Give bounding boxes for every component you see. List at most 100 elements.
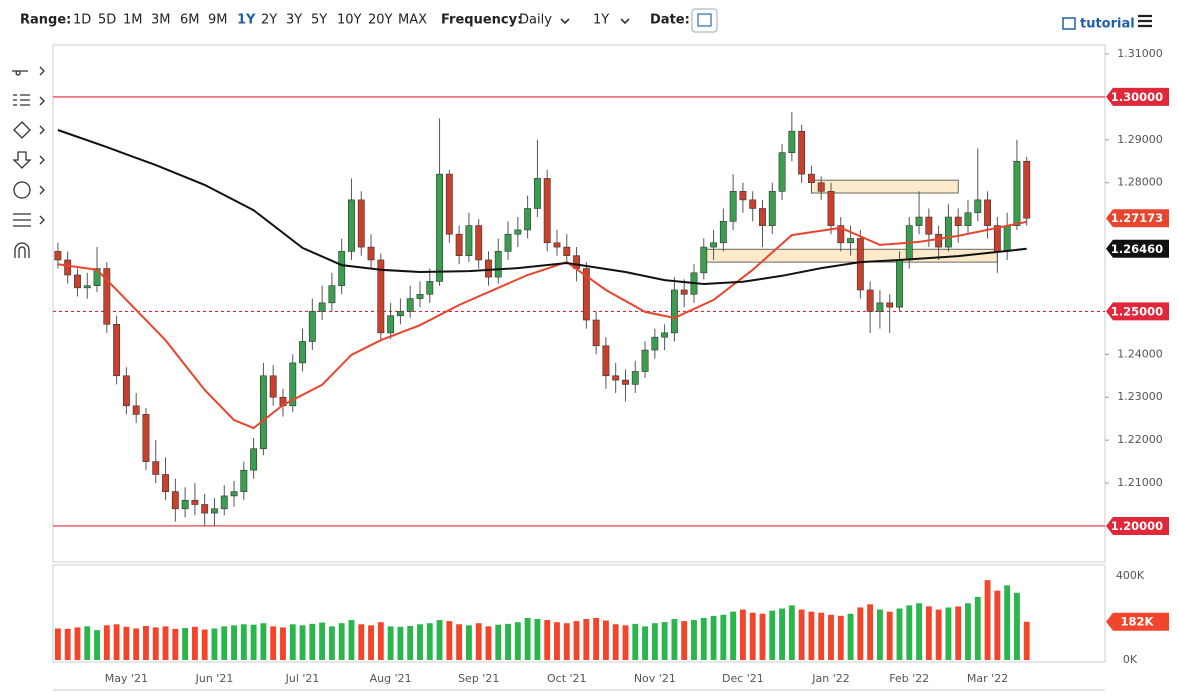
range-button[interactable]: 20Y — [368, 13, 393, 28]
tool-arrow[interactable] — [12, 151, 45, 169]
candle-body — [494, 251, 502, 278]
range-button[interactable]: 3M — [151, 13, 171, 28]
volume-bar — [1004, 585, 1011, 660]
volume-bar — [691, 620, 697, 660]
volume-bar — [64, 628, 71, 660]
volume-bar — [514, 622, 521, 660]
level-tag-bg — [1106, 87, 1169, 106]
volume-bar — [231, 625, 237, 660]
candle-body — [132, 405, 140, 415]
range-button[interactable]: 5Y — [311, 13, 327, 28]
candle-body — [338, 251, 346, 286]
range-button[interactable]: 1D — [73, 13, 91, 28]
candle-body — [152, 461, 160, 475]
x-tick-label: Jan '22 — [811, 672, 849, 685]
tool-number[interactable] — [13, 181, 31, 199]
range-button[interactable]: 6M — [180, 13, 200, 28]
candle-body — [1003, 225, 1011, 252]
period-select[interactable]: 1Y — [593, 13, 609, 28]
candle-body — [524, 208, 532, 231]
candle-body — [974, 199, 982, 214]
tool-measure[interactable] — [13, 213, 45, 227]
candle-body — [396, 311, 404, 317]
candle-body — [651, 336, 659, 351]
calendar-button[interactable] — [691, 8, 718, 33]
range-button[interactable]: 1M — [123, 13, 143, 28]
level-tag: 1.20000 — [1111, 519, 1163, 533]
volume-bar — [280, 627, 286, 660]
candle-body — [856, 238, 864, 291]
range-button[interactable]: 1Y — [237, 13, 256, 28]
volume-bar — [456, 624, 463, 660]
volume-bar — [465, 625, 472, 660]
tool-line[interactable] — [12, 66, 45, 76]
candle-body — [896, 259, 903, 308]
candle-body — [641, 349, 649, 372]
volume-bar — [632, 623, 639, 660]
y-tick-label: 1.22000 — [1117, 433, 1163, 446]
range-button[interactable]: MAX — [398, 13, 427, 28]
candle-body — [504, 233, 512, 252]
candle-body — [847, 238, 854, 244]
volume-bar — [436, 620, 443, 660]
range-button[interactable]: 10Y — [337, 13, 362, 28]
volume-bar — [906, 605, 913, 660]
range-button[interactable]: 2Y — [261, 13, 277, 28]
y-tick-label: 1.31000 — [1117, 47, 1163, 60]
tutorial-icon — [1062, 17, 1076, 30]
candle-body — [357, 199, 365, 248]
range-button[interactable]: 5D — [98, 13, 116, 28]
volume-bar — [309, 623, 316, 660]
tool-fib[interactable] — [13, 94, 45, 106]
candle-body — [817, 182, 825, 192]
candle-body — [436, 173, 443, 282]
volume-bar — [201, 629, 208, 660]
volume-bar — [867, 604, 874, 660]
volume-bar — [485, 626, 492, 660]
volume-bar — [152, 627, 159, 660]
y-tick-label: 1.21000 — [1117, 476, 1163, 489]
range-button[interactable]: 3Y — [286, 13, 302, 28]
tool-magnet[interactable] — [14, 242, 30, 258]
candle-body — [622, 379, 629, 385]
candle-body — [113, 324, 121, 377]
candle-body — [142, 414, 150, 462]
volume-bar — [935, 609, 942, 660]
volume-bar — [74, 627, 81, 660]
price-tag: 1.26460 — [1111, 242, 1163, 256]
volume-tag-bg — [1106, 612, 1169, 631]
volume-bar — [143, 625, 149, 660]
candle-body — [240, 469, 248, 492]
volume-bar — [84, 626, 91, 660]
volume-bar — [759, 613, 766, 660]
chevron — [620, 18, 630, 25]
candle-body — [162, 474, 169, 492]
frequency-select[interactable]: Daily — [519, 13, 552, 28]
volume-bar — [495, 624, 502, 660]
volume-bar — [573, 621, 580, 660]
candle-body — [250, 448, 258, 471]
volume-bar — [847, 613, 854, 660]
volume-tick-label: 0K — [1123, 653, 1138, 666]
volume-bar — [593, 617, 600, 660]
volume-bar — [661, 622, 668, 660]
candle-body — [348, 199, 355, 252]
menu-icon[interactable] — [1138, 14, 1152, 28]
x-tick-label: Aug '21 — [370, 672, 412, 685]
candle-body — [406, 298, 414, 312]
candle-body — [259, 375, 267, 450]
candle-body — [299, 341, 306, 364]
candle-body — [269, 375, 277, 398]
volume-bar — [828, 614, 834, 660]
candle-body — [74, 274, 81, 289]
candle-body — [201, 504, 209, 514]
tool-shape[interactable] — [13, 121, 45, 139]
tutorial-link[interactable]: tutorial — [1080, 17, 1135, 32]
volume-bar — [945, 607, 952, 660]
volume-bar — [250, 624, 257, 660]
candle-body — [445, 173, 453, 235]
range-button[interactable]: 9M — [208, 13, 228, 28]
volume-bar — [642, 626, 648, 660]
candle-body — [670, 289, 678, 334]
